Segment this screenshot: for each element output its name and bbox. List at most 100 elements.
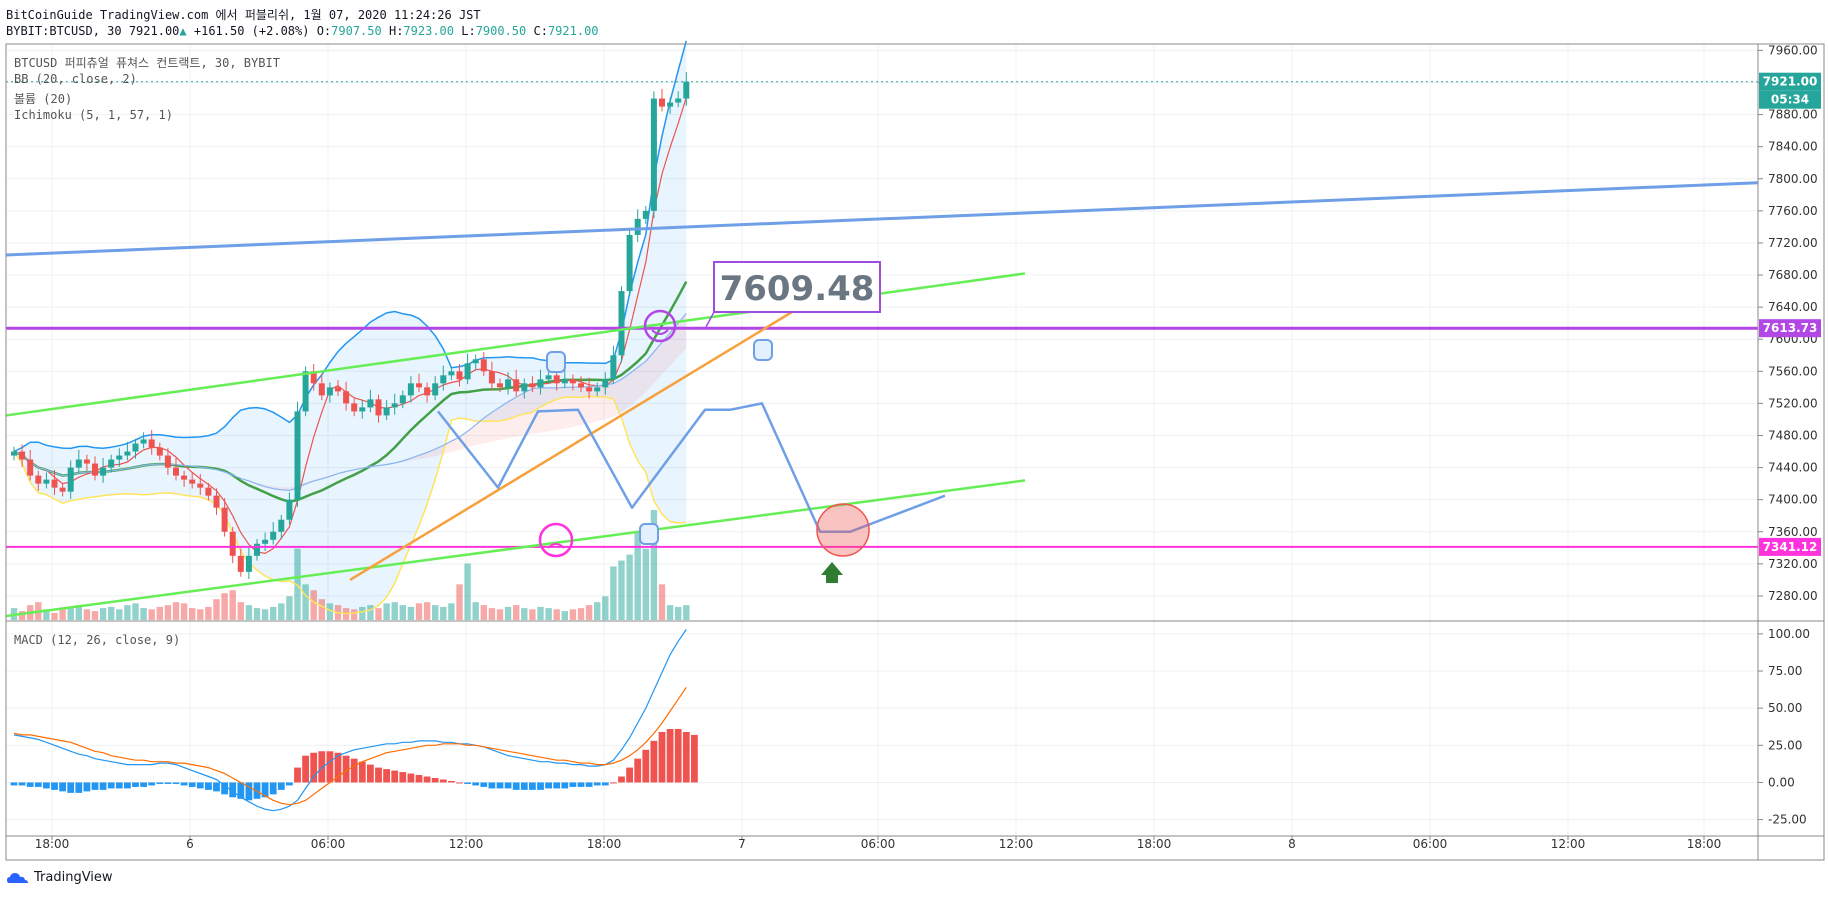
candle-body [140, 439, 147, 444]
macd-histogram-bar [456, 782, 463, 784]
countdown-tag-bg [1759, 90, 1821, 109]
macd-histogram-bar [310, 752, 318, 783]
volume-bar [310, 590, 317, 620]
candle-body [424, 387, 431, 396]
candle [683, 72, 690, 106]
candle [83, 454, 90, 471]
y-tick-label: 7720.00 [1768, 236, 1818, 250]
candle [594, 382, 601, 397]
volume-bar [261, 609, 269, 620]
candle [343, 381, 350, 411]
macd-histogram-bar [472, 782, 480, 786]
tradingview-logo[interactable]: TradingView [6, 870, 113, 885]
volume-bar [504, 606, 512, 620]
candle-body [294, 411, 301, 500]
macd-histogram-bar [342, 755, 350, 783]
macd-histogram-bar [196, 782, 204, 789]
macd-histogram-bar [593, 782, 601, 786]
volume-bar [602, 596, 609, 620]
y-tick-label: 7440.00 [1768, 461, 1818, 475]
candle [448, 366, 455, 381]
macd-histogram-bar [59, 782, 66, 792]
hand-palm [546, 351, 566, 373]
candle [383, 400, 390, 421]
price-pane[interactable]: 7609.48 [5, 40, 1759, 620]
candle-body [359, 407, 366, 412]
support-tag-bg [1759, 537, 1821, 556]
macd-histogram-bar [34, 782, 42, 787]
x-tick-label: 06:00 [1413, 837, 1448, 851]
candle-body [286, 499, 293, 520]
volume-bar [618, 560, 625, 620]
green-up-arrow-icon [821, 562, 843, 583]
candle [43, 472, 50, 489]
candle-body [399, 395, 406, 404]
candle [351, 398, 358, 417]
candle [675, 91, 682, 108]
candle-body [480, 359, 487, 372]
candle-body [262, 539, 269, 544]
macd-y-tick-label: 25.00 [1768, 738, 1802, 752]
volume-bar [237, 602, 244, 620]
candle-body [440, 375, 447, 384]
candle [569, 374, 576, 391]
macd-histogram-bar [26, 782, 34, 787]
macd-pane[interactable] [10, 629, 698, 812]
macd-histogram-bar [67, 782, 75, 793]
macd-histogram-bar [480, 782, 488, 787]
candle [642, 206, 649, 224]
y-tick-label: 7320.00 [1768, 557, 1818, 571]
macd-histogram-bar [561, 782, 569, 789]
candle-body [92, 463, 98, 476]
y-tick-label: 7840.00 [1768, 140, 1818, 154]
candle [626, 227, 633, 296]
candle [529, 376, 536, 393]
candle [124, 441, 131, 461]
volume-bar [83, 609, 91, 620]
macd-histogram-bar [642, 749, 650, 783]
candle [659, 88, 665, 112]
low-label: L: [461, 24, 476, 38]
candle [100, 457, 107, 483]
bb-upper-band [13, 40, 688, 453]
macd-histogram-bar [423, 776, 431, 783]
instrument-legend: BTCUSD 퍼피츄얼 퓨쳐스 컨트랙트, 30, BYBIT [14, 56, 280, 70]
macd-histogram-bar [10, 782, 18, 786]
symbol-label: BYBIT:BTCUSD, 30 [6, 24, 122, 38]
resistance-tag: 7613.73 [1763, 321, 1818, 335]
volume-bar [577, 608, 585, 620]
grid [6, 44, 1758, 836]
volume-bar [221, 593, 228, 620]
volume-bar [634, 530, 641, 620]
candle [140, 432, 147, 449]
candle [278, 514, 285, 539]
candle-body [335, 387, 341, 392]
y-tick-label: 7280.00 [1768, 589, 1818, 603]
candle-body [659, 98, 665, 107]
smiley-mouth [651, 329, 669, 335]
candle [505, 372, 512, 395]
macd-histogram-bar [124, 782, 131, 789]
bb-band-fill [14, 40, 687, 614]
change-value: +161.50 (+2.08%) [193, 24, 310, 38]
volume-bar [59, 608, 66, 620]
macd-histogram-bar [75, 782, 83, 793]
x-tick-label: 8 [1288, 837, 1296, 851]
candle-body [318, 383, 325, 396]
candle [326, 382, 333, 403]
candle [197, 473, 204, 495]
volume-bar [197, 609, 204, 620]
outer-frame [5, 43, 1825, 861]
y-tick-label: 7760.00 [1768, 204, 1818, 218]
candle-body [594, 387, 601, 392]
candle-body [367, 399, 374, 408]
macd-histogram-bar [43, 782, 50, 789]
volume-bar [415, 603, 423, 620]
candle-body [375, 399, 382, 416]
support-tag: 7341.12 [1763, 540, 1818, 554]
price-tags: 7921.00 05:34 7613.73 7341.12 [1759, 72, 1821, 556]
target-circle [816, 503, 870, 557]
countdown-tag: 05:34 [1771, 93, 1809, 107]
